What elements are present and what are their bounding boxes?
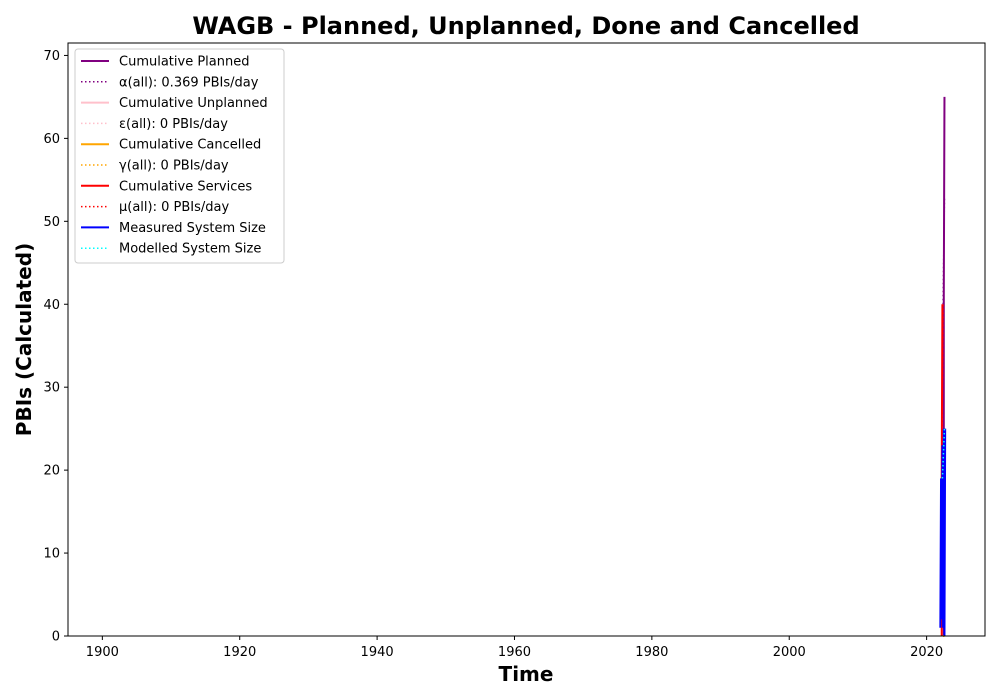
y-tick-label: 40 [43,298,60,313]
legend-label: ε(all): 0 PBIs/day [119,117,228,132]
x-tick-label: 2000 [773,645,806,660]
y-tick-label: 0 [52,630,60,645]
legend: Cumulative Planned α(all): 0.369 PBIs/day… [74,48,285,264]
legend-label: Cumulative Planned [119,55,249,70]
series-line-measured-system-size [939,428,947,637]
legend-label: Cumulative Services [119,179,252,194]
legend-label: Cumulative Unplanned [119,96,268,111]
legend-label: α(all): 0.369 PBIs/day [119,75,259,90]
plot-frame [67,42,986,637]
series-layer [939,96,947,637]
y-tick-label: 70 [43,49,60,64]
legend-frame [74,48,285,264]
x-tick-label: 1960 [498,645,531,660]
y-tick-label: 20 [43,464,60,479]
y-axis-label: PBIs (Calculated) [12,243,36,436]
x-axis-label: Time [499,662,554,686]
y-tick-label: 50 [43,215,60,230]
legend-label: Cumulative Cancelled [119,138,261,153]
x-tick-label: 1920 [223,645,256,660]
legend-label: Measured System Size [119,221,266,236]
x-tick-label: 1980 [635,645,668,660]
legend-label: Modelled System Size [119,242,261,257]
ticks-layer: 1900 1920 1940 1960 1980 2000 2020 0 10 20 30 40 50 6… [43,49,943,660]
chart-title: WAGB - Planned, Unplanned, Done and Canc… [192,12,859,40]
x-tick-label: 2020 [910,645,943,660]
x-tick-label: 1940 [361,645,394,660]
legend-label: γ(all): 0 PBIs/day [119,159,229,174]
x-tick-label: 1900 [86,645,119,660]
series-line-modelled-system-size [941,428,946,479]
y-tick-label: 30 [43,381,60,396]
legend-label: μ(all): 0 PBIs/day [119,200,229,215]
y-tick-label: 10 [43,547,60,562]
y-tick-label: 60 [43,132,60,147]
